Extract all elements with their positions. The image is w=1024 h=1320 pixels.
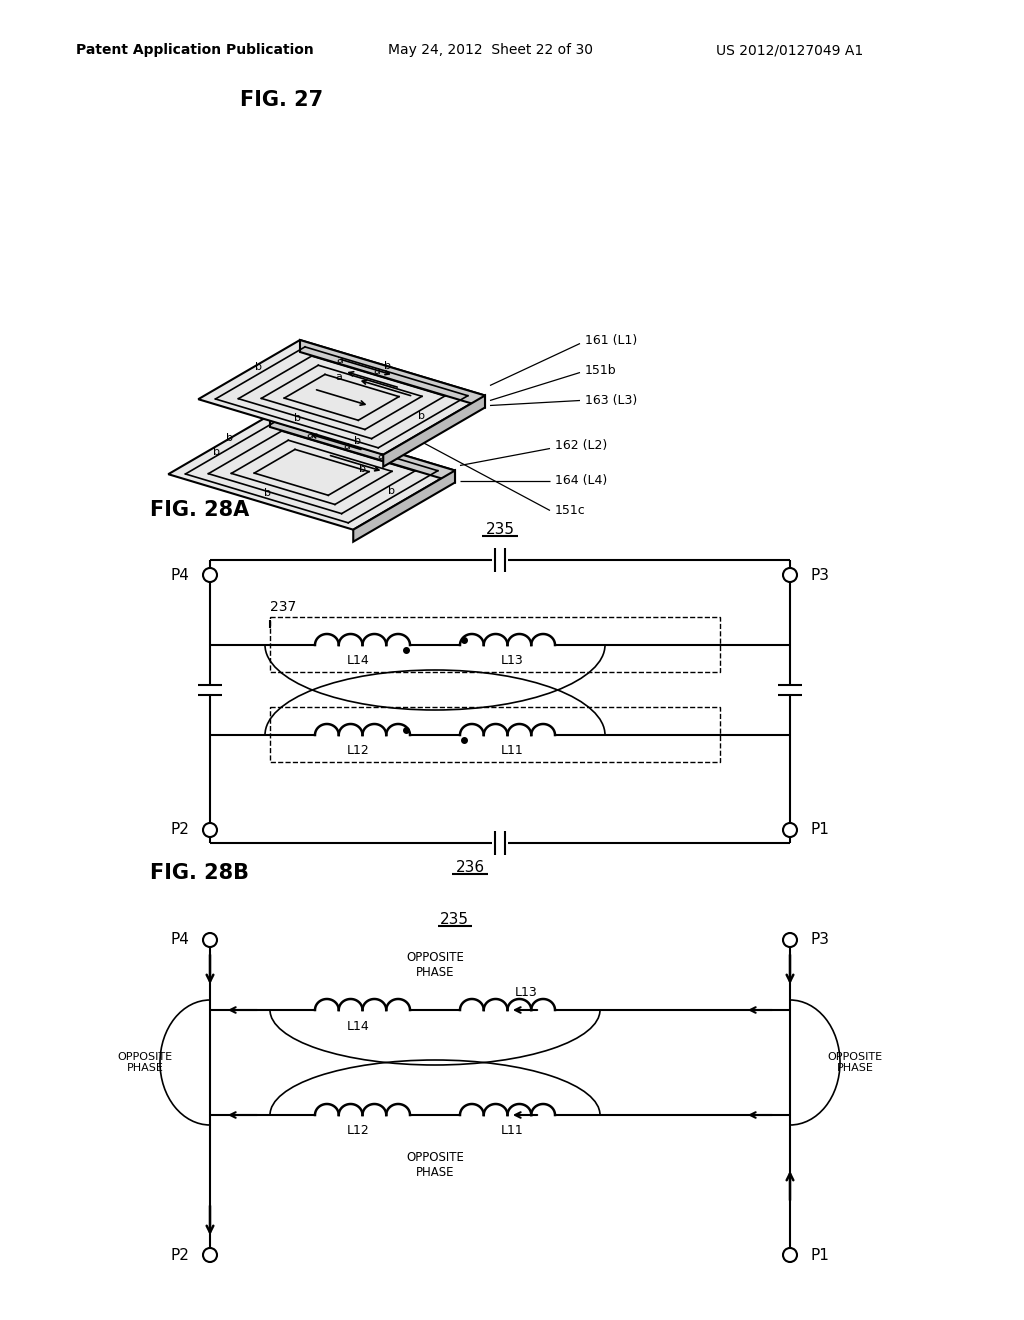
Text: L12: L12	[346, 744, 369, 758]
Text: P3: P3	[811, 932, 829, 948]
Text: L11: L11	[501, 744, 523, 758]
Text: b: b	[354, 436, 360, 446]
Text: L13: L13	[515, 986, 538, 998]
Text: L14: L14	[346, 655, 369, 668]
Text: b: b	[264, 488, 271, 498]
Text: FIG. 27: FIG. 27	[240, 90, 324, 110]
Text: 151b: 151b	[585, 364, 616, 378]
Polygon shape	[168, 414, 455, 529]
Text: a: a	[374, 366, 381, 376]
Text: b: b	[418, 412, 425, 421]
Text: b: b	[384, 360, 391, 371]
Text: OPPOSITE
PHASE: OPPOSITE PHASE	[118, 1052, 173, 1073]
Text: 235: 235	[440, 912, 469, 928]
Polygon shape	[300, 341, 485, 408]
Polygon shape	[199, 341, 485, 454]
Text: May 24, 2012  Sheet 22 of 30: May 24, 2012 Sheet 22 of 30	[387, 44, 593, 57]
Text: OPPOSITE
PHASE: OPPOSITE PHASE	[407, 1151, 464, 1179]
Text: L14: L14	[346, 1019, 369, 1032]
Polygon shape	[383, 396, 485, 467]
Text: a: a	[337, 355, 344, 364]
Text: L12: L12	[346, 1125, 369, 1138]
Polygon shape	[353, 470, 455, 541]
Text: b: b	[226, 433, 233, 444]
Bar	[270, 616, 720, 672]
Text: OPPOSITE
PHASE: OPPOSITE PHASE	[827, 1052, 883, 1073]
Text: 162 (L2): 162 (L2)	[555, 440, 607, 451]
Text: P3: P3	[811, 568, 829, 582]
Text: P1: P1	[811, 1247, 829, 1262]
Bar	[270, 708, 720, 762]
Text: 237: 237	[270, 601, 296, 614]
Text: 235: 235	[485, 523, 514, 537]
Text: b: b	[255, 363, 262, 372]
Text: US 2012/0127049 A1: US 2012/0127049 A1	[717, 44, 863, 57]
Text: b: b	[213, 447, 220, 457]
Text: 236: 236	[456, 861, 484, 875]
Text: a: a	[377, 450, 384, 461]
Text: OPPOSITE
PHASE: OPPOSITE PHASE	[407, 950, 464, 979]
Text: 161 (L1): 161 (L1)	[585, 334, 637, 347]
Text: P1: P1	[811, 822, 829, 837]
Text: L11: L11	[501, 1125, 523, 1138]
Text: b: b	[359, 463, 366, 474]
Text: FIG. 28A: FIG. 28A	[150, 500, 249, 520]
Text: P4: P4	[171, 932, 189, 948]
Text: a: a	[307, 429, 313, 440]
Text: P2: P2	[171, 1247, 189, 1262]
Text: 151c: 151c	[555, 504, 586, 517]
Text: 164 (L4): 164 (L4)	[555, 474, 607, 487]
Text: P2: P2	[171, 822, 189, 837]
Text: 163 (L3): 163 (L3)	[585, 393, 637, 407]
Text: a: a	[335, 372, 342, 381]
Text: a: a	[344, 441, 350, 450]
Text: FIG. 28B: FIG. 28B	[150, 863, 249, 883]
Text: Patent Application Publication: Patent Application Publication	[76, 44, 314, 57]
Text: b: b	[294, 413, 301, 422]
Text: P4: P4	[171, 568, 189, 582]
Text: b: b	[388, 486, 394, 496]
Text: L13: L13	[501, 655, 523, 668]
Polygon shape	[270, 414, 455, 483]
